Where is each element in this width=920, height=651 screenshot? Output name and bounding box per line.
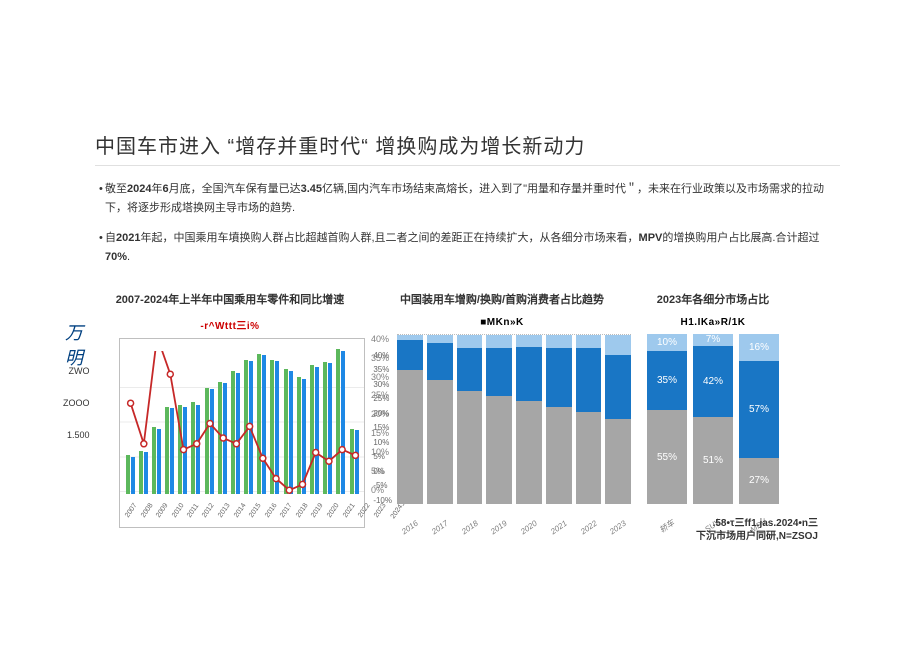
footnote-line2: 下沉市场用户同研,N=ZSOJ (696, 530, 818, 543)
chart1-y-unit: 万明 (65, 321, 83, 371)
chart1-plot: 40%35%30%25%20%15%10%5%0%-5%-10% 2007200… (119, 338, 365, 528)
charts-row: 2007-2024年上半年中国乘用车零件和同比增速 -r^Wttt三i% 万明 … (95, 291, 840, 528)
chart1-title: 2007-2024年上半年中国乘用车零件和同比增速 (95, 291, 365, 307)
chart3-legend: H1.IKa»R/1K (639, 317, 787, 328)
chart3-plot: 10%35%55%7%42%51%16%57%27%轿车SUVMPV (639, 334, 787, 522)
chart1-legend: -r^Wttt三i% (95, 317, 365, 332)
chart1-y-left: ZWOZOOO1.500 (63, 366, 90, 462)
chart-sales-volume: 2007-2024年上半年中国乘用车零件和同比增速 -r^Wttt三i% 万明 … (95, 291, 365, 528)
chart2-plot: 40%35%30%25%20%15%10%5%0% 20162017201820… (373, 334, 631, 522)
chart-segment-share: 2023年各细分市场占比 H1.IKa»R/1K 10%35%55%7%42%5… (639, 291, 787, 522)
bullets: 敬至2024年6月底，全国汽车保有量已达3.45亿辆,国内汽车市场结束高熔长，进… (99, 180, 840, 267)
chart2-legend: ■MKn»K (373, 317, 631, 328)
footnote-line1: .58•τ三ff1.jas.2024•n三 (696, 517, 818, 530)
chart-buyer-type-trend: 中国装用车增购/换购/首购消费者占比趋势 ■MKn»K 40%35%30%25%… (373, 291, 631, 522)
page-title: 中国车市进入 “增存并重时代“ 增换购成为增长新动力 (95, 130, 840, 166)
bullet-2: 自2021年起，中国乘用车墳换购人群占比超越首购人群,且二者之间的差距正在持续扩… (99, 229, 840, 266)
chart3-title: 2023年各细分市场占比 (639, 291, 787, 307)
chart2-y-axis: 40%35%30%25%20%15%10%5%0% (371, 334, 389, 504)
bullet-1: 敬至2024年6月底，全国汽车保有量已达3.45亿辆,国内汽车市场结束高熔长，进… (99, 180, 840, 217)
chart2-title: 中国装用车增购/换购/首购消费者占比趋势 (373, 291, 631, 307)
footnote: .58•τ三ff1.jas.2024•n三 下沉市场用户同研,N=ZSOJ (696, 517, 818, 543)
